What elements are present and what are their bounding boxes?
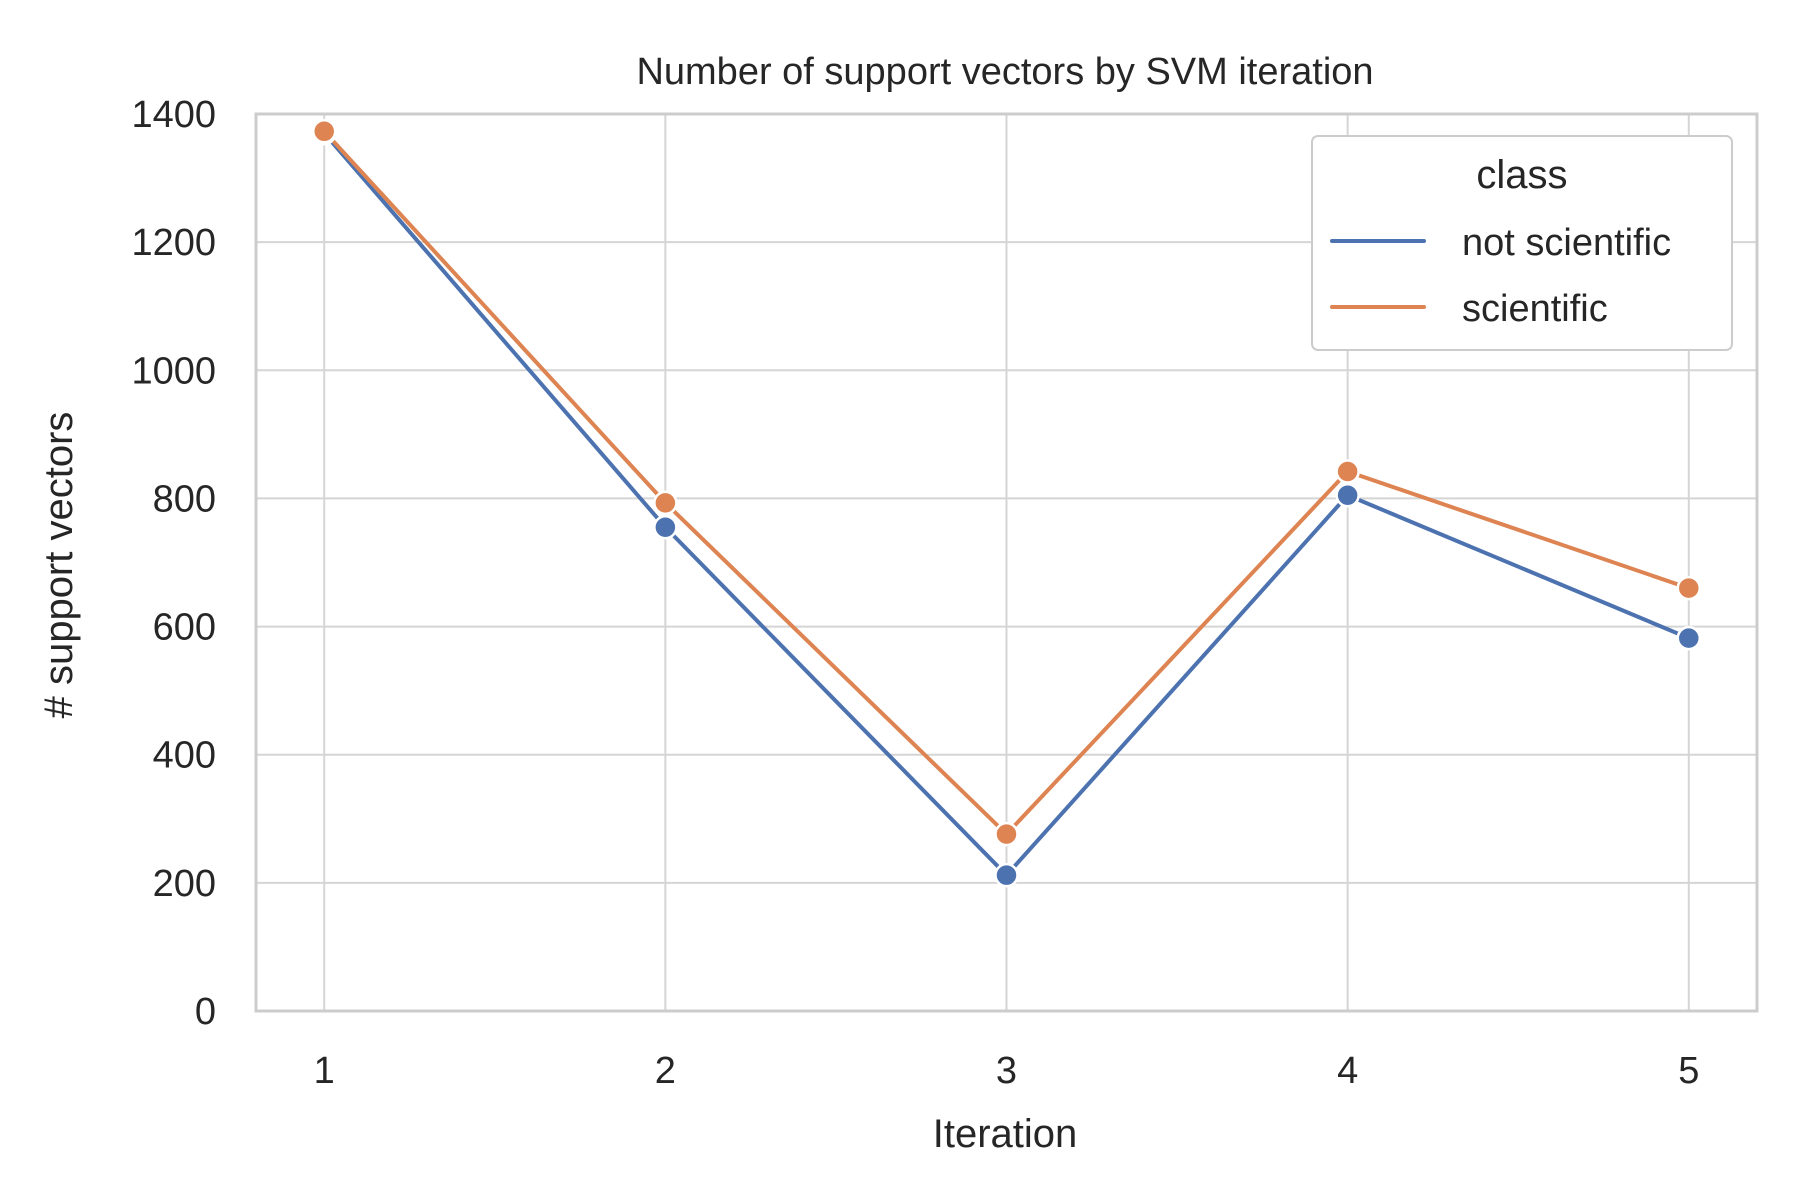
data-markers: [311, 119, 1702, 888]
legend: class not scientific scientific: [1311, 135, 1733, 351]
y-tick-label-1200: 1200: [131, 222, 216, 264]
legend-box: [1311, 135, 1733, 351]
y-axis-label: # support vectors: [37, 412, 81, 719]
marker-not-scientific-4: [1335, 482, 1360, 508]
marker-scientific-1: [311, 119, 337, 144]
marker-not-scientific-3: [994, 862, 1019, 888]
marker-scientific-4: [1335, 459, 1360, 484]
marker-scientific-2: [653, 490, 678, 516]
legend-label-not-scientific: not scientific: [1462, 222, 1671, 264]
x-tick-label-1: 1: [314, 1050, 335, 1092]
chart-title: Number of support vectors by SVM iterati…: [636, 51, 1373, 93]
marker-not-scientific-2: [653, 515, 678, 540]
marker-not-scientific-5: [1676, 625, 1702, 651]
x-axis-label: Iteration: [933, 1112, 1078, 1156]
x-tick-label-3: 3: [996, 1050, 1017, 1092]
x-tick-label-4: 4: [1337, 1050, 1358, 1092]
y-tick-label-1000: 1000: [131, 350, 216, 392]
marker-scientific-3: [994, 821, 1019, 847]
legend-title: class: [1476, 153, 1567, 197]
axes: [254, 112, 1759, 1013]
y-tick-label-200: 200: [153, 863, 216, 905]
y-tick-label-1400: 1400: [131, 94, 216, 136]
y-tick-label-400: 400: [153, 735, 216, 777]
y-tick-label-0: 0: [195, 991, 216, 1033]
plot-frame: [254, 112, 1759, 1013]
y-tick-label-800: 800: [153, 478, 216, 520]
x-tick-label-2: 2: [655, 1050, 676, 1092]
marker-scientific-5: [1676, 575, 1702, 601]
x-tick-label-5: 5: [1678, 1050, 1699, 1092]
y-tick-label-600: 600: [153, 607, 216, 649]
gridlines: [256, 113, 1757, 1012]
legend-label-scientific: scientific: [1462, 288, 1608, 330]
tick-labels: 1 2 3 4 5 0 200 400 600 800 1000 1200 1400: [131, 94, 1699, 1092]
